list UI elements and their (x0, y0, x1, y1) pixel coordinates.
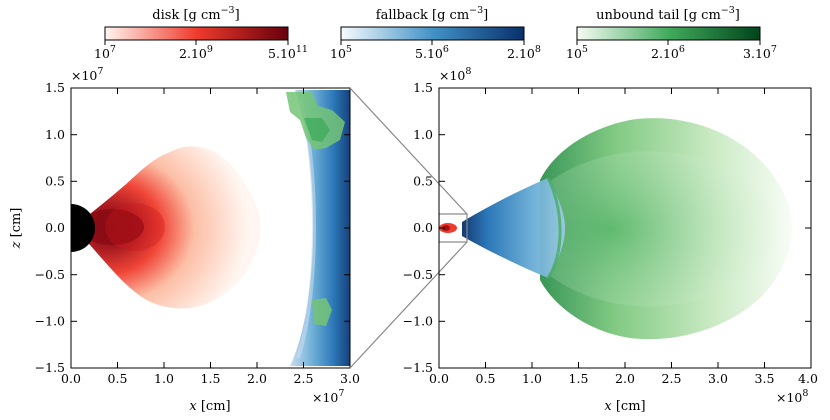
colorbar-disk-tick-0: 107 (94, 44, 116, 61)
inner-ytick-1: 1.0 (45, 127, 65, 142)
colorbar-disk-tick-2: 5.1011 (268, 44, 308, 61)
colorbar-unbound-title: unbound tail [g cm−3] (596, 5, 740, 23)
colorbar-fallback-title: fallback [g cm−3] (376, 5, 488, 23)
inner-ytick-5: −1.0 (35, 314, 65, 329)
outer-xtick-2: 1.0 (522, 371, 542, 386)
outer-xtick-5: 2.5 (662, 371, 682, 386)
inner-xtick-0: 0.0 (61, 371, 81, 386)
inner-y-ticks: 1.5 1.0 0.5 0.0 −0.5 −1.0 −1.5 (35, 80, 350, 375)
colorbar-unbound-tick-0: 105 (566, 44, 588, 61)
outer-ytick-3: 0.0 (413, 220, 433, 235)
inner-ytick-3: 0.0 (45, 220, 65, 235)
outer-ytick-0: 1.5 (413, 80, 433, 95)
inner-y-multiplier: ×107 (71, 66, 103, 83)
colorbar-fallback-tick-0: 105 (330, 44, 352, 61)
panel-outer-field (439, 118, 792, 340)
inner-disk-outflow (74, 146, 261, 309)
outer-ytick-2: 0.5 (413, 174, 433, 189)
inner-ytick-0: 1.5 (45, 80, 65, 95)
colorbar-fallback-tick-2: 2.108 (507, 44, 541, 61)
outer-y-multiplier: ×108 (439, 66, 471, 83)
colorbar-disk-title: disk [g cm−3] (152, 5, 239, 23)
panel-inner-field (71, 90, 350, 366)
black-hole (71, 204, 95, 252)
inner-x-ticks: 0.0 0.5 1.0 1.5 2.0 2.5 3.0 (61, 88, 360, 386)
outer-inset-box (439, 213, 468, 243)
outer-x-ticks: 0.0 0.5 1.0 1.5 2.0 2.5 3.0 3.5 4.0 (429, 88, 818, 386)
inner-disk-core (80, 209, 144, 245)
inner-ytick-6: −1.5 (35, 360, 65, 375)
inner-xtick-4: 2.0 (247, 371, 267, 386)
inner-xtick-6: 3.0 (340, 371, 360, 386)
zoom-connector-bottom (349, 241, 468, 369)
inner-x-axis-label: x [cm] (189, 399, 230, 414)
outer-xtick-3: 1.5 (569, 371, 589, 386)
outer-x-axis-label: x [cm] (604, 399, 645, 414)
inner-y-axis-label: z [cm] (9, 208, 24, 250)
colorbar-fallback-tick-1: 5.106 (415, 44, 449, 61)
inner-xtick-1: 0.5 (108, 371, 128, 386)
outer-ytick-1: 1.0 (413, 127, 433, 142)
colorbar-disk: disk [g cm−3] 107 2.109 5.1011 (94, 5, 308, 61)
inner-ytick-4: −0.5 (35, 267, 65, 282)
outer-xtick-0: 0.0 (429, 371, 449, 386)
inner-unbound-patch-bottom (312, 298, 332, 326)
outer-y-ticks: 1.5 1.0 0.5 0.0 −0.5 −1.0 −1.5 (403, 80, 811, 375)
outer-xtick-6: 3.0 (708, 371, 728, 386)
inner-xtick-2: 1.0 (154, 371, 174, 386)
colorbar-disk-tick-1: 2.109 (179, 44, 213, 61)
colorbar-disk-gradient (104, 26, 289, 41)
inner-xtick-5: 2.5 (294, 371, 314, 386)
zoom-connector-top (349, 87, 468, 215)
colorbar-unbound-gradient (576, 26, 761, 41)
inner-ytick-2: 0.5 (45, 174, 65, 189)
outer-ytick-4: −0.5 (403, 267, 433, 282)
inner-xtick-3: 1.5 (201, 371, 221, 386)
colorbar-fallback-gradient (340, 26, 525, 41)
outer-x-multiplier: ×108 (776, 388, 808, 405)
outer-xtick-7: 3.5 (755, 371, 775, 386)
outer-xtick-8: 4.0 (798, 371, 818, 386)
colorbar-unbound-tail: unbound tail [g cm−3] 105 2.106 3.107 (566, 5, 777, 61)
outer-xtick-1: 0.5 (476, 371, 496, 386)
panel-outer: 0.0 0.5 1.0 1.5 2.0 2.5 3.0 3.5 4.0 1.5 … (403, 66, 818, 414)
outer-ytick-5: −1.0 (403, 314, 433, 329)
inner-x-multiplier: ×107 (312, 388, 344, 405)
inner-fallback-shell (290, 90, 350, 366)
panel-inner: 0.0 0.5 1.0 1.5 2.0 2.5 3.0 1.5 1.0 0.5 … (9, 66, 360, 414)
outer-fallback-cone (462, 178, 565, 278)
colorbar-unbound-tick-2: 3.107 (743, 44, 777, 61)
colorbar-fallback: fallback [g cm−3] 105 5.106 2.108 (330, 5, 541, 61)
outer-ytick-6: −1.5 (403, 360, 433, 375)
colorbar-unbound-tick-1: 2.106 (651, 44, 685, 61)
outer-xtick-4: 2.0 (615, 371, 635, 386)
